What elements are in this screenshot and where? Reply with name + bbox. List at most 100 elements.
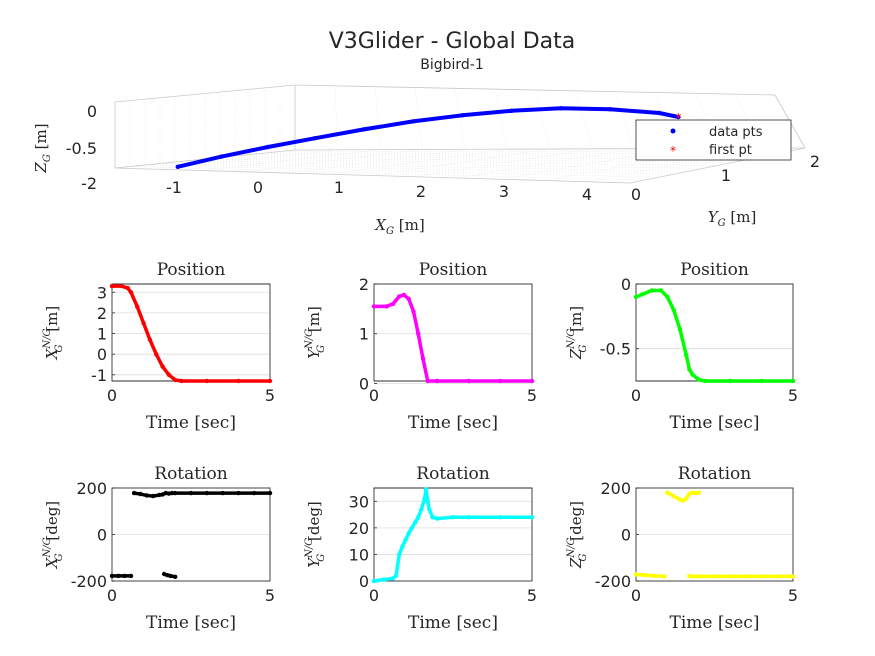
- y-tick-label: 200: [76, 479, 107, 498]
- axes-box: [635, 283, 794, 382]
- legend-marker: *: [670, 144, 676, 158]
- x-tick-label: 0: [631, 386, 641, 405]
- data-trace: [419, 496, 427, 512]
- axes-box: [373, 487, 533, 582]
- data-trace: [148, 337, 158, 356]
- y-tick-label: 20: [349, 519, 369, 538]
- grid-line: [159, 163, 674, 175]
- z-axis-label-unit: [m]: [32, 123, 50, 154]
- data-point: [607, 107, 613, 112]
- x-axis-label: Time [sec]: [146, 613, 236, 633]
- x-tick-label: 1: [334, 178, 344, 197]
- y-axis-label-unit: [m]: [726, 208, 757, 226]
- data-point: [676, 114, 681, 120]
- x-axis-label: Time [sec]: [670, 413, 760, 433]
- legend-label: data pts: [709, 125, 763, 140]
- y-axis-label-main: Z: [567, 348, 585, 360]
- data-point: [265, 144, 271, 150]
- data-trace: [129, 290, 140, 309]
- grid-line: [243, 149, 423, 173]
- grid-line: [334, 85, 338, 150]
- axes-frame: [373, 487, 533, 582]
- legend: data pts * first pt: [635, 119, 792, 161]
- y-tick-label: 2: [97, 304, 107, 323]
- subplot-title: Position: [157, 260, 226, 280]
- grid-line: [415, 148, 593, 178]
- y-axis-label-main: Z: [567, 557, 585, 569]
- subplot-title: Rotation: [154, 464, 228, 484]
- data-trace: [168, 574, 177, 579]
- z-axis-label-sub: G: [42, 154, 53, 162]
- data-point: [175, 164, 180, 169]
- y-axis-label-sub: G: [54, 344, 65, 352]
- x-tick-label: 3: [499, 182, 509, 201]
- data-trace: [421, 356, 430, 383]
- y-axis-label-main: X: [43, 556, 61, 569]
- y-axis-label-unit: [m]: [43, 306, 61, 337]
- axes-frame: [111, 487, 271, 582]
- grid-line: [374, 86, 381, 150]
- x-axis-label: Time [sec]: [670, 613, 760, 633]
- y-axis-label-main: Y: [305, 347, 323, 359]
- y-axis-label-unit: [deg]: [43, 501, 61, 546]
- y-tick-label: 2: [359, 275, 369, 294]
- z-axis-label-main: Z: [32, 162, 50, 174]
- grid-line: [534, 89, 551, 150]
- x-axis-label-unit: [m]: [394, 216, 425, 234]
- y-tick-label: 0: [621, 275, 631, 294]
- z-tick-label: -0.5: [66, 139, 97, 158]
- x-tick-label: 2: [416, 182, 426, 201]
- grid-line: [279, 150, 791, 152]
- y-tick-label: 200: [600, 479, 631, 498]
- y-axis-label: YG [m]: [708, 208, 757, 229]
- axes-box: [373, 283, 533, 382]
- data-point: [558, 106, 563, 111]
- y-axis-label-sup: N/G: [42, 328, 53, 349]
- x-tick-label: 0: [107, 386, 117, 405]
- data-trace: [407, 297, 416, 314]
- y-tick-label: 10: [349, 545, 369, 564]
- y-axis-label-unit: [deg]: [567, 501, 585, 546]
- x-tick-label: 0: [369, 586, 379, 605]
- y-tick-label: -200: [71, 572, 107, 591]
- figure-subtitle: Bigbird-1: [420, 57, 484, 73]
- subplot-title: Position: [419, 260, 488, 280]
- data-trace: [411, 309, 420, 336]
- data-point: [410, 119, 416, 124]
- figure-title: V3Glider - Global Data: [329, 29, 576, 54]
- x-tick-label: 0: [631, 586, 641, 605]
- y-axis-label-unit: [deg]: [305, 501, 323, 546]
- x-axis-label-main: X: [374, 216, 387, 234]
- subplot-title: Rotation: [678, 464, 752, 484]
- x-tick-label: 0: [369, 386, 379, 405]
- x-axis-label: Time [sec]: [408, 613, 498, 633]
- x-axis-label: Time [sec]: [146, 413, 236, 433]
- z-axis-label: ZG [m]: [32, 123, 53, 173]
- y-tick-label: 0: [359, 572, 369, 591]
- y-axis-label-sub: G: [316, 345, 327, 353]
- grid-line: [129, 166, 645, 181]
- y-axis-label-main: Y: [305, 556, 323, 568]
- legend-box: [635, 119, 792, 161]
- grid-line: [614, 91, 636, 149]
- y-tick-label: 1: [721, 166, 731, 185]
- data-point: [312, 136, 317, 141]
- y-axis-label-sup: N/G: [42, 537, 53, 558]
- subplot-pos-z: 0 -0.5 0 5 Position Time [sec] ZN/GG [m]: [566, 260, 798, 433]
- data-trace: [665, 295, 676, 312]
- data-trace: [424, 487, 430, 504]
- y-tick-label: 1: [359, 325, 369, 344]
- y-axis-label-sup: N/G: [304, 329, 315, 350]
- data-trace: [684, 353, 692, 372]
- legend-marker: [670, 128, 676, 134]
- x-tick-label: 5: [527, 586, 537, 605]
- y-axis-label: XN/GG [m]: [42, 306, 65, 361]
- y-axis-label-sub: G: [578, 554, 589, 562]
- y-axis-label: YN/GG [m]: [304, 306, 327, 359]
- grid-line: [189, 160, 703, 169]
- data-trace: [416, 331, 425, 361]
